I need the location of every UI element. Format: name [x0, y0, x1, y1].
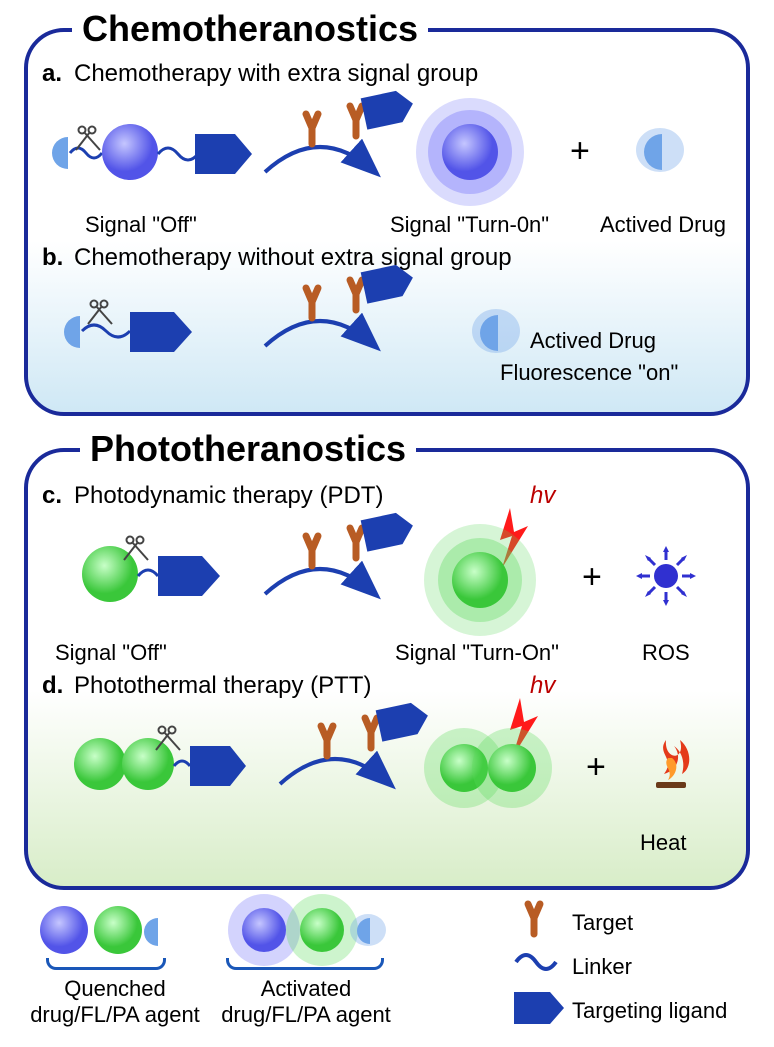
legend-target: Target — [572, 910, 633, 936]
legend-activated: Activated drug/FL/PA agent — [216, 976, 396, 1028]
legend-linker: Linker — [572, 954, 632, 980]
diagram-canvas: Chemotheranostics a. Chemotherapy with e… — [0, 0, 774, 1047]
drug-a: Actived Drug — [600, 212, 726, 238]
svg-text:+: + — [582, 558, 602, 596]
hv-c: hv — [530, 482, 555, 510]
row-c-letter: c. — [42, 482, 62, 510]
panel1-title: Chemotheranostics — [72, 8, 428, 50]
row-a-title: Chemotherapy with extra signal group — [74, 60, 478, 88]
row-b-title: Chemotherapy without extra signal group — [74, 244, 512, 272]
signal-on-c: Signal "Turn-On" — [395, 640, 559, 666]
signal-off-a: Signal "Off" — [85, 212, 197, 238]
drug-b: Actived Drug — [530, 328, 656, 354]
ros-c: ROS — [642, 640, 690, 666]
heat-d: Heat — [640, 830, 686, 856]
svg-text:+: + — [570, 132, 590, 170]
row-d-letter: d. — [42, 672, 63, 700]
svg-text:+: + — [586, 748, 606, 786]
row-a-letter: a. — [42, 60, 62, 88]
signal-on-a: Signal "Turn-0n" — [390, 212, 549, 238]
brace-quenched — [46, 958, 166, 970]
legend-quenched: Quenched drug/FL/PA agent — [30, 976, 200, 1028]
row-d-title: Photothermal therapy (PTT) — [74, 672, 371, 700]
brace-activated — [226, 958, 384, 970]
row-c-title: Photodynamic therapy (PDT) — [74, 482, 383, 510]
row-a-graphics: + — [30, 92, 750, 232]
panel2-title: Phototheranostics — [80, 428, 416, 470]
signal-off-c: Signal "Off" — [55, 640, 167, 666]
row-b-letter: b. — [42, 244, 63, 272]
legend-ligand: Targeting ligand — [572, 998, 727, 1024]
fluor-b: Fluorescence "on" — [500, 360, 678, 386]
hv-d: hv — [530, 672, 555, 700]
